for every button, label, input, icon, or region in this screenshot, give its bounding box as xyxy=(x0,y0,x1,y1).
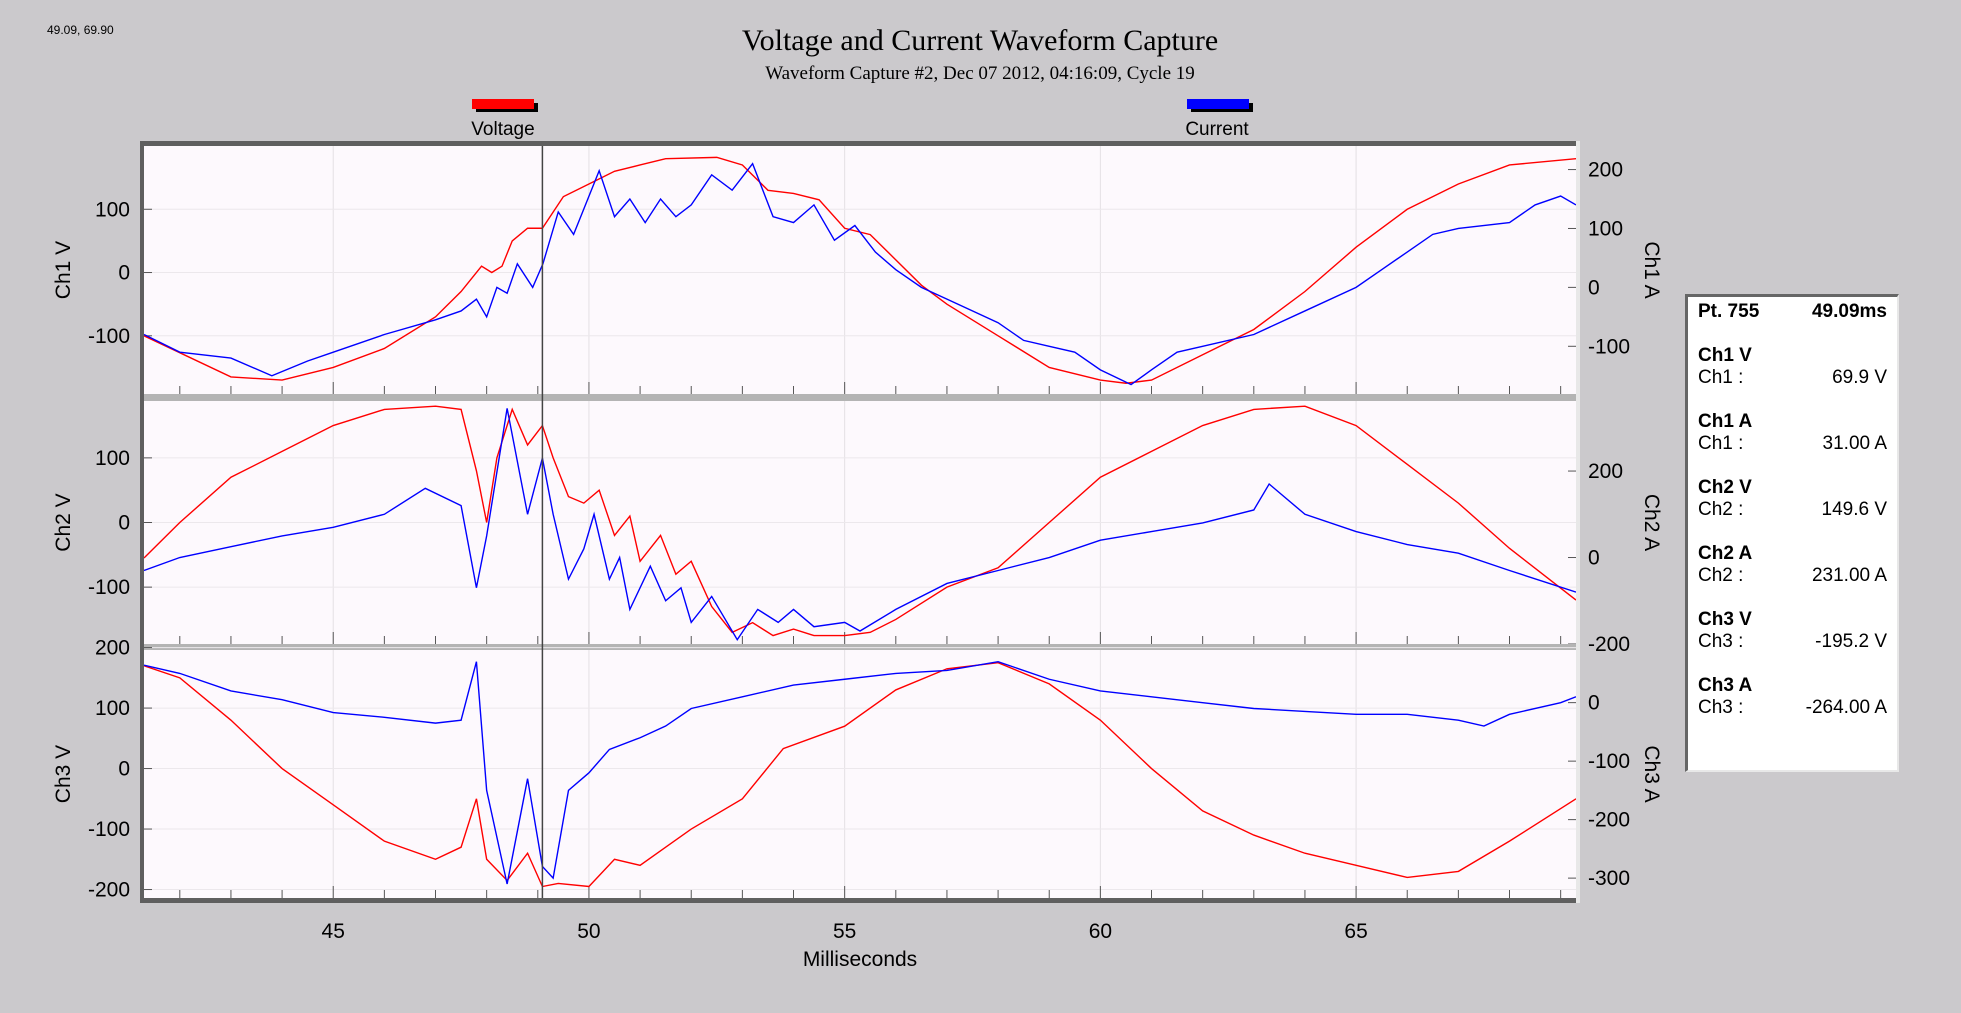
info-channel-value: 31.00 A xyxy=(1822,433,1887,454)
left-axis-title: Ch2 V xyxy=(52,493,75,551)
cursor-readout: 49.09, 69.90 xyxy=(47,23,114,37)
panel-separator xyxy=(144,394,1576,401)
voltage-series-line xyxy=(144,405,1576,637)
left-axis-title: Ch1 V xyxy=(52,241,75,299)
info-channel-value: -264.00 A xyxy=(1805,697,1887,718)
info-channel-header: Ch1 V xyxy=(1698,345,1752,366)
left-y-tick-label: 100 xyxy=(95,447,130,470)
point-index: Pt. 755 xyxy=(1698,301,1760,322)
cursor-info-panel: Pt. 755 49.09ms Ch1 V Ch1 :69.9 V Ch1 A Ch1… xyxy=(1685,294,1899,772)
right-y-tick-label: 200 xyxy=(1588,460,1623,483)
panel-separator xyxy=(144,644,1576,650)
left-y-tick-label: -100 xyxy=(88,818,130,841)
current-series-line xyxy=(144,660,1576,885)
info-channel-label: Ch2 : xyxy=(1698,499,1744,520)
right-y-tick-label: -300 xyxy=(1588,867,1630,890)
right-y-tick-label: 100 xyxy=(1588,217,1623,240)
info-channel-row: Ch2 : 231.00 A xyxy=(1698,565,1887,587)
left-y-tick-label: 200 xyxy=(95,637,130,660)
right-y-tick-label: 0 xyxy=(1588,547,1600,570)
legend-current-label: Current xyxy=(1185,119,1249,140)
info-channel-row: Ch1 : 31.00 A xyxy=(1698,433,1887,455)
right-y-tick-label: 0 xyxy=(1588,276,1600,299)
left-y-tick-label: -200 xyxy=(88,879,130,902)
info-channel-value: 231.00 A xyxy=(1811,565,1887,586)
x-tick-label: 50 xyxy=(577,920,600,943)
panel-background xyxy=(144,146,1576,394)
legend-voltage[interactable]: Voltage xyxy=(471,99,538,140)
info-channel-label: Ch1 : xyxy=(1698,433,1744,454)
chart-subtitle: Waveform Capture #2, Dec 07 2012, 04:16:… xyxy=(765,63,1195,84)
info-channel-row: Ch2 : 149.6 V xyxy=(1698,499,1887,521)
current-swatch xyxy=(1187,99,1249,109)
x-tick-label: 60 xyxy=(1089,920,1112,943)
x-tick-label: 55 xyxy=(833,920,856,943)
voltage-swatch xyxy=(472,99,534,109)
info-channel-label: Ch3 : xyxy=(1698,697,1744,718)
right-axis-title: Ch1 A xyxy=(1640,241,1663,298)
left-y-tick-label: 0 xyxy=(118,758,130,781)
chart-title: Voltage and Current Waveform Capture xyxy=(742,24,1218,57)
current-series-line xyxy=(144,408,1576,641)
right-y-tick-label: -100 xyxy=(1588,750,1630,773)
panel-background xyxy=(144,650,1576,898)
info-channel-value: 69.9 V xyxy=(1832,367,1887,388)
info-channel-row: Ch1 : 69.9 V xyxy=(1698,367,1887,389)
voltage-series-line xyxy=(144,156,1576,384)
right-y-tick-label: 200 xyxy=(1588,159,1623,182)
left-y-tick-label: -100 xyxy=(88,576,130,599)
right-y-tick-label: -200 xyxy=(1588,809,1630,832)
info-channel-header: Ch3 A xyxy=(1698,675,1753,696)
info-channel-header: Ch3 V xyxy=(1698,609,1752,630)
x-tick-label: 65 xyxy=(1344,920,1367,943)
current-series-line xyxy=(144,162,1576,386)
right-axis-title: Ch3 A xyxy=(1640,745,1663,802)
info-channel-header: Ch2 A xyxy=(1698,543,1753,564)
left-axis-title: Ch3 V xyxy=(52,745,75,803)
left-y-tick-label: 0 xyxy=(118,512,130,535)
info-channel-row: Ch3 : -264.00 A xyxy=(1698,697,1887,719)
legend-voltage-label: Voltage xyxy=(471,119,534,140)
info-channel-label: Ch3 : xyxy=(1698,631,1744,652)
info-channel-value: 149.6 V xyxy=(1821,499,1888,520)
left-y-tick-label: -100 xyxy=(88,325,130,348)
left-y-tick-label: 100 xyxy=(95,198,130,221)
x-axis-label: Milliseconds xyxy=(803,948,917,971)
left-y-tick-label: 100 xyxy=(95,697,130,720)
voltage-series-line xyxy=(144,661,1576,888)
info-channel-row: Ch3 : -195.2 V xyxy=(1698,631,1887,653)
right-y-tick-label: -200 xyxy=(1588,633,1630,656)
left-y-tick-label: 0 xyxy=(118,262,130,285)
right-y-tick-label: -100 xyxy=(1588,335,1630,358)
info-channel-header: Ch2 V xyxy=(1698,477,1752,498)
info-channel-label: Ch2 : xyxy=(1698,565,1744,586)
x-tick-label: 45 xyxy=(322,920,345,943)
plot-frame-edge xyxy=(1576,141,1580,903)
point-time: 49.09ms xyxy=(1811,301,1887,322)
legend-current[interactable]: Current xyxy=(1185,99,1253,140)
info-channel-value: -195.2 V xyxy=(1815,631,1887,652)
info-channel-label: Ch1 : xyxy=(1698,367,1744,388)
info-channel-header: Ch1 A xyxy=(1698,411,1753,432)
right-axis-title: Ch2 A xyxy=(1640,494,1663,551)
right-y-tick-label: 0 xyxy=(1588,692,1600,715)
